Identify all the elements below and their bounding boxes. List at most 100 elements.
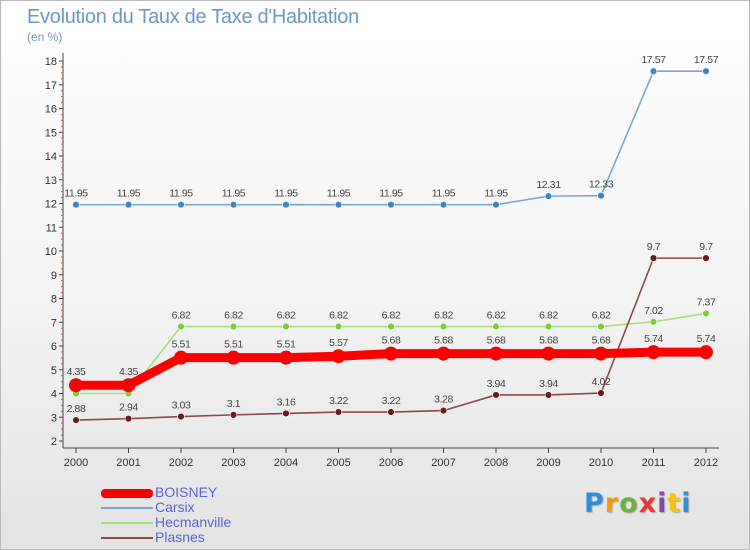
point-carsix-2003 xyxy=(229,200,238,209)
point-hecmanville-2009 xyxy=(544,322,553,331)
point-carsix-2011 xyxy=(649,67,658,75)
data-label-boisney-2006: 5.68 xyxy=(382,335,401,347)
point-plasnes-2011 xyxy=(649,254,658,262)
data-label-hecmanville-2009: 6.82 xyxy=(539,310,558,322)
y-tick-label-14: 14 xyxy=(45,151,57,163)
point-hecmanville-2010 xyxy=(597,322,605,331)
legend-label-plasnes: Plasnes xyxy=(155,529,205,545)
chart-title: Evolution du Taux de Taxe d'Habitation xyxy=(27,6,359,28)
data-label-carsix-2006: 11.95 xyxy=(379,188,403,200)
data-label-plasnes-2012: 9.7 xyxy=(699,241,713,253)
y-tick-label-18: 18 xyxy=(45,56,57,68)
data-label-hecmanville-2010: 6.82 xyxy=(592,310,611,322)
x-tick-label-2010: 2010 xyxy=(589,457,613,469)
legend-swatch-plasnes xyxy=(101,537,153,539)
point-plasnes-2007 xyxy=(439,406,448,415)
y-tick-label-13: 13 xyxy=(45,175,57,187)
point-boisney-2005 xyxy=(331,349,346,364)
data-label-hecmanville-2011: 7.02 xyxy=(644,305,663,317)
data-label-boisney-2009: 5.68 xyxy=(539,335,558,347)
y-tick-label-7: 7 xyxy=(51,317,57,329)
x-tick-label-2007: 2007 xyxy=(431,457,455,469)
point-boisney-2012 xyxy=(699,345,713,360)
y-tick-label-11: 11 xyxy=(46,222,57,234)
data-label-plasnes-2002: 3.03 xyxy=(172,400,191,412)
data-label-plasnes-2006: 3.22 xyxy=(382,395,401,407)
axes: 2 3 4 5 6 7 8 9 10 11 12 13 14 15 16 17 18 2000 2001 2002 20… xyxy=(45,53,719,469)
point-plasnes-2009 xyxy=(544,391,553,399)
point-plasnes-2006 xyxy=(387,408,395,416)
point-boisney-2011 xyxy=(646,345,661,360)
point-plasnes-2000 xyxy=(72,416,80,424)
y-tick-label-15: 15 xyxy=(45,127,57,139)
point-boisney-2000 xyxy=(69,378,83,393)
y-tick-label-2: 2 xyxy=(51,436,57,448)
data-label-boisney-2002: 5.51 xyxy=(172,339,191,351)
data-label-carsix-2008: 11.95 xyxy=(484,188,508,200)
data-label-boisney-2007: 5.68 xyxy=(434,335,453,347)
x-tick-label-2000: 2000 xyxy=(64,457,88,469)
point-plasnes-2010 xyxy=(597,389,605,397)
data-label-plasnes-2007: 3.28 xyxy=(434,394,453,406)
data-label-hecmanville-2002: 6.82 xyxy=(172,310,191,322)
data-label-carsix-2005: 11.95 xyxy=(327,188,351,200)
data-label-plasnes-2001: 2.94 xyxy=(119,402,138,414)
data-label-plasnes-2000: 2.88 xyxy=(67,403,86,415)
point-hecmanville-2003 xyxy=(229,322,238,331)
point-hecmanville-2008 xyxy=(492,322,500,331)
data-label-boisney-2010: 5.68 xyxy=(592,335,611,347)
point-boisney-2007 xyxy=(436,346,451,361)
point-boisney-2009 xyxy=(541,346,556,361)
legend-swatch-boisney xyxy=(101,488,153,498)
data-label-hecmanville-2008: 6.82 xyxy=(487,310,506,322)
data-label-plasnes-2011: 9.7 xyxy=(647,241,661,253)
logo-letter: P xyxy=(584,488,605,519)
data-label-carsix-2009: 12.31 xyxy=(536,179,561,191)
point-plasnes-2005 xyxy=(334,408,343,416)
y-tick-label-17: 17 xyxy=(45,80,57,92)
data-label-carsix-2007: 11.95 xyxy=(432,188,456,200)
data-label-plasnes-2008: 3.94 xyxy=(487,378,506,390)
data-label-hecmanville-2004: 6.82 xyxy=(277,310,296,322)
data-label-carsix-2012: 17.57 xyxy=(694,54,719,66)
point-plasnes-2004 xyxy=(282,409,290,418)
legend-label-carsix: Carsix xyxy=(155,499,195,515)
x-tick-label-2009: 2009 xyxy=(536,457,560,469)
x-tick-label-2002: 2002 xyxy=(169,457,193,469)
point-plasnes-2008 xyxy=(492,391,500,399)
data-label-carsix-2000: 11.95 xyxy=(64,188,88,200)
point-boisney-2004 xyxy=(279,350,293,365)
y-tick-label-8: 8 xyxy=(51,294,57,306)
point-plasnes-2001 xyxy=(124,414,133,423)
point-boisney-2010 xyxy=(594,346,608,361)
data-label-boisney-2004: 5.51 xyxy=(277,339,296,351)
point-carsix-2000 xyxy=(72,200,80,209)
logo-letter: r xyxy=(604,488,620,519)
y-tick-label-5: 5 xyxy=(51,365,57,377)
point-carsix-2010 xyxy=(597,191,605,200)
point-plasnes-2002 xyxy=(177,412,185,421)
data-label-carsix-2001: 11.95 xyxy=(117,188,141,200)
point-carsix-2004 xyxy=(282,200,290,209)
proxiti-logo: Proxiti xyxy=(584,488,692,519)
data-label-boisney-2003: 5.51 xyxy=(224,339,243,351)
point-hecmanville-2002 xyxy=(177,322,185,331)
point-carsix-2001 xyxy=(124,200,133,209)
y-tick-label-16: 16 xyxy=(45,104,57,116)
legend-swatch-carsix xyxy=(101,507,153,509)
point-carsix-2005 xyxy=(334,200,343,209)
data-label-plasnes-2010: 4.02 xyxy=(592,376,611,388)
point-boisney-2001 xyxy=(121,378,136,393)
point-carsix-2007 xyxy=(439,200,448,209)
point-hecmanville-2012 xyxy=(702,309,710,318)
point-plasnes-2012 xyxy=(702,254,710,262)
logo-letter: i xyxy=(681,488,692,519)
legend-label-hecmanville: Hecmanville xyxy=(155,514,232,530)
point-boisney-2002 xyxy=(174,350,188,365)
y-tick-label-9: 9 xyxy=(51,270,57,282)
data-label-boisney-2011: 5.74 xyxy=(644,333,663,345)
data-label-carsix-2011: 17.57 xyxy=(641,54,666,66)
data-label-hecmanville-2000: 4 xyxy=(73,377,79,389)
